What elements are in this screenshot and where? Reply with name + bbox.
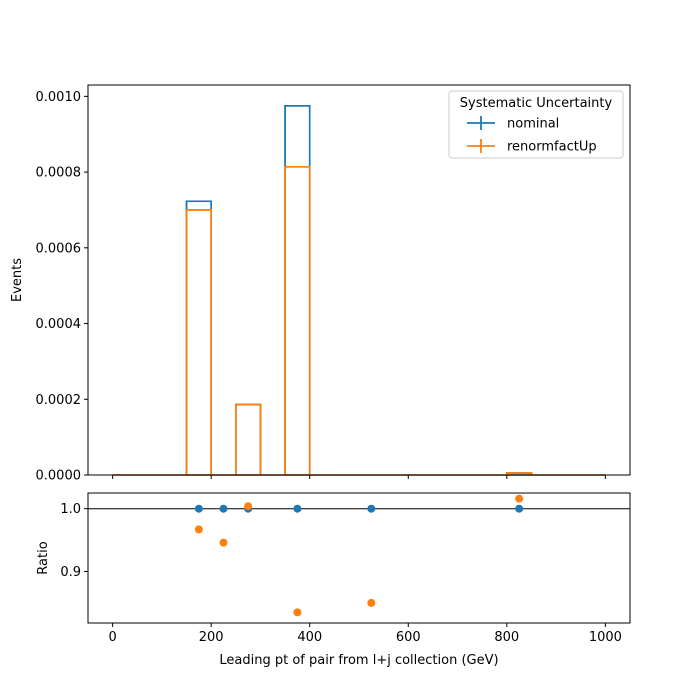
ratio-point-renormfactUp	[515, 494, 524, 503]
ratio-plot-frame	[87, 492, 631, 624]
y-tick-label: 0.0004	[36, 317, 82, 332]
ratio-point-nominal	[515, 504, 524, 513]
ratio-point-nominal	[293, 504, 302, 513]
x-tick-label: 200	[199, 630, 224, 645]
histogram-bin-nominal	[185, 200, 212, 476]
y-tick-label: 0.0006	[36, 241, 82, 256]
ratio-y-axis-label: Ratio	[36, 541, 51, 574]
y-tick-label: 0.0002	[36, 393, 82, 408]
y-tick-label: 0.0000	[36, 469, 82, 484]
main-plot-frame	[87, 84, 631, 476]
ratio-point-nominal	[367, 504, 376, 513]
legend-label-nominal: nominal	[507, 117, 559, 132]
ratio-y-tick-label: 0.9	[60, 565, 81, 580]
histogram-bin-nominal	[284, 105, 311, 476]
legend: Systematic Uncertainty nominal renormfactU…	[448, 90, 624, 159]
x-tick-label: 600	[396, 630, 421, 645]
x-axis-label: Leading pt of pair from l+j collection (…	[219, 653, 498, 668]
x-tick-label: 1000	[589, 630, 622, 645]
legend-box	[448, 90, 624, 159]
ratio-y-tick-label: 1.0	[60, 502, 81, 517]
legend-title: Systematic Uncertainty	[460, 96, 613, 111]
ratio-point-renormfactUp	[293, 608, 302, 617]
x-tick-label: 800	[494, 630, 519, 645]
y-axis-label: Events	[10, 258, 25, 302]
legend-label-renormfactUp: renormfactUp	[507, 140, 597, 155]
ratio-point-nominal	[219, 504, 228, 513]
x-tick-label: 0	[108, 630, 116, 645]
y-tick-label: 0.0008	[36, 166, 82, 181]
histogram-bin-renormfactUp	[284, 165, 311, 476]
ratio-point-renormfactUp	[367, 598, 376, 607]
ratio-point-renormfactUp	[219, 538, 228, 547]
histogram-bin-renormfactUp	[235, 403, 262, 476]
histogram-bin-renormfactUp	[185, 209, 212, 476]
ratio-point-renormfactUp	[244, 502, 253, 511]
y-tick-label: 0.0010	[36, 90, 82, 105]
x-tick-label: 400	[297, 630, 322, 645]
histogram-bin-nominal	[235, 403, 262, 476]
ratio-point-renormfactUp	[194, 525, 203, 534]
ratio-panel: 0.9 1.0 0 200 400 600 800 1000 Ratio Leading pt o…	[36, 492, 631, 668]
main-panel: 0.0000 0.0002 0.0004 0.0006 0.0008 0.0010 Even…	[10, 84, 631, 484]
ratio-point-nominal	[194, 504, 203, 513]
